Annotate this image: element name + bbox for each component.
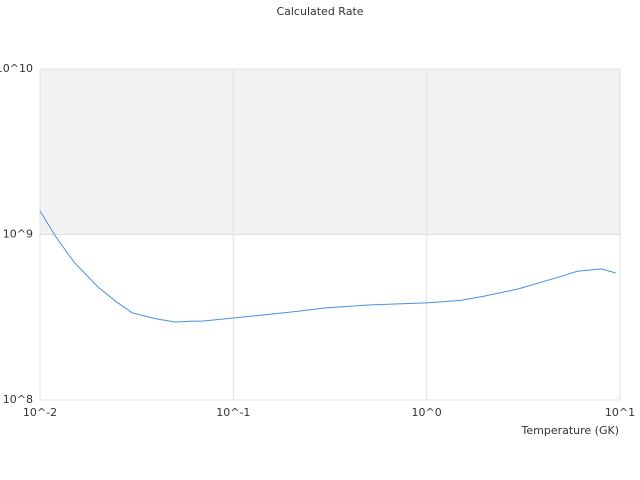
plot-band xyxy=(40,69,620,235)
x-tick-label: 10^-2 xyxy=(23,406,57,419)
x-tick-label: 10^1 xyxy=(605,406,635,419)
line-series xyxy=(39,210,616,323)
x-tick-label: 10^-1 xyxy=(216,406,250,419)
y-tick-label: 10^8 xyxy=(3,393,33,406)
x-tick-label: 10^0 xyxy=(412,406,442,419)
y-tick-label: 10^10 xyxy=(0,62,33,75)
chart-title: Calculated Rate xyxy=(276,5,363,18)
x-axis-label: Temperature (GK) xyxy=(521,424,620,437)
y-tick-label: 10^9 xyxy=(3,228,33,241)
